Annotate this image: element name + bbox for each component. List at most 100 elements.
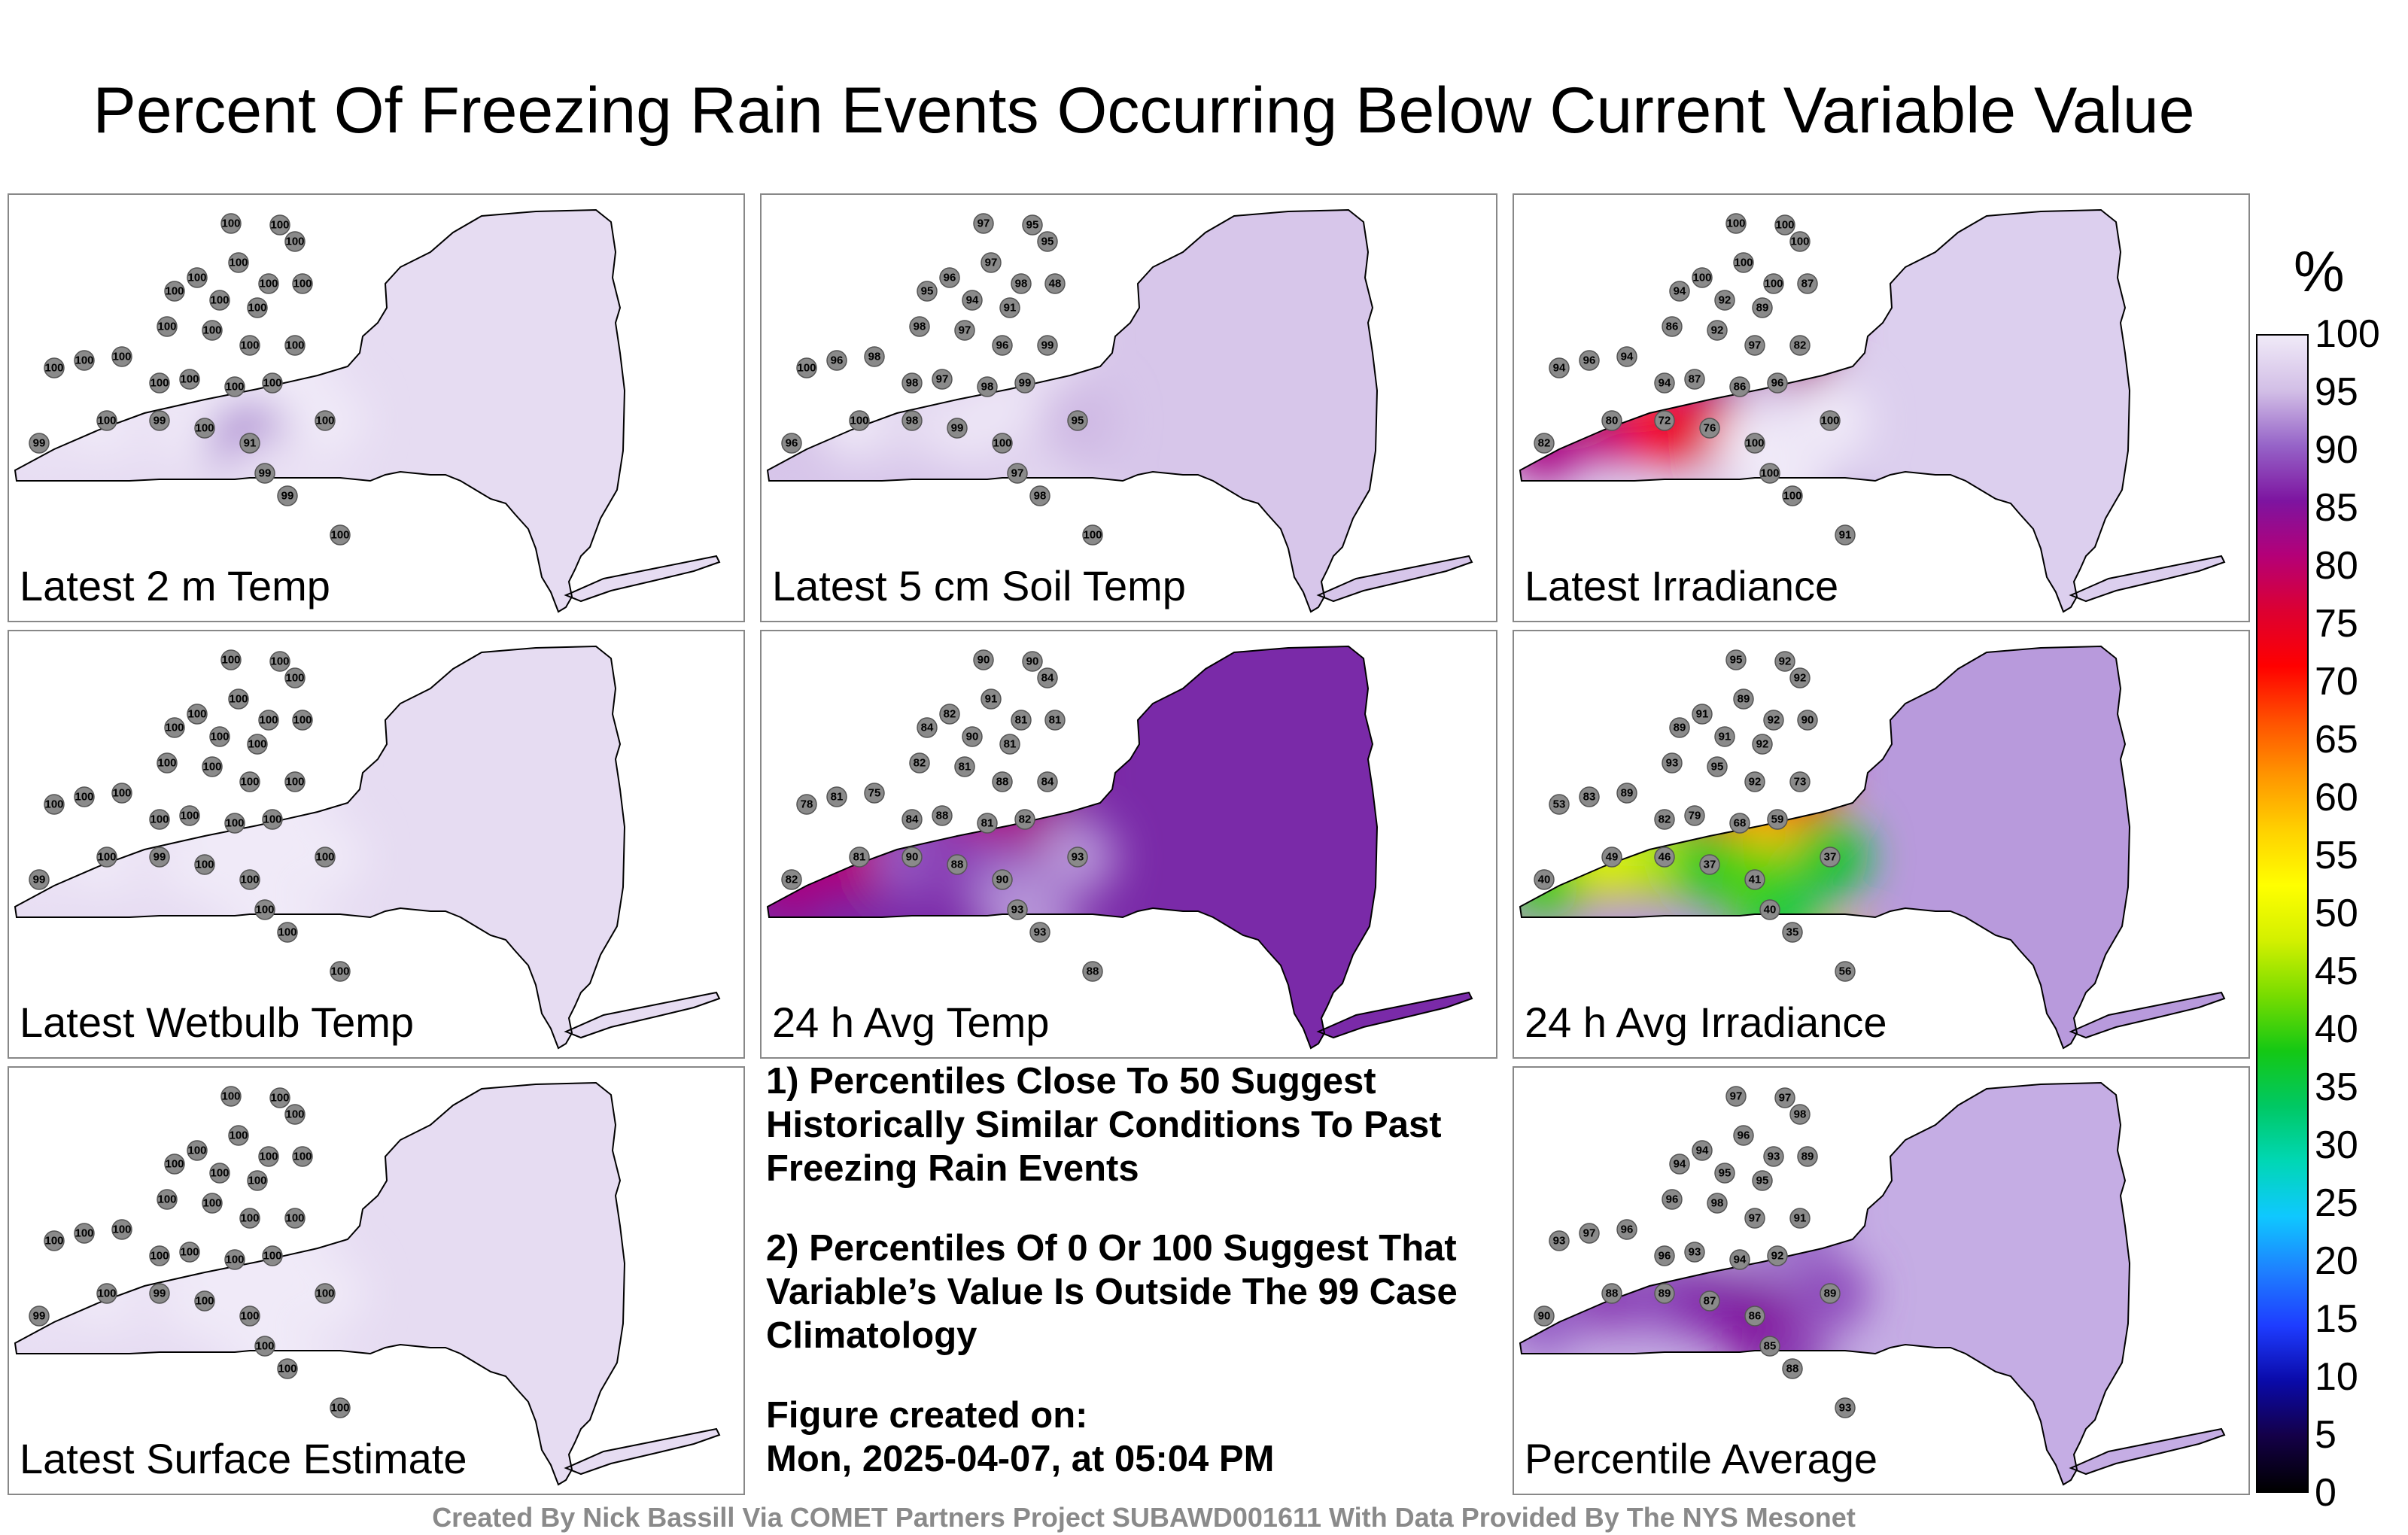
station-marker: 99 <box>277 485 298 506</box>
station-marker: 100 <box>315 847 336 868</box>
panel-average: 97 97 98 96 94 93 89 94 95 95 96 98 97 96 97 96 93 94 92 91… <box>1513 1066 2250 1495</box>
colorbar-tick-label: 65 <box>2315 718 2358 761</box>
station-value: 96 <box>1771 377 1784 390</box>
station-value: 89 <box>1801 1150 1814 1163</box>
station-marker: 88 <box>947 854 968 875</box>
station-marker: 100 <box>224 1249 245 1270</box>
station-value: 93 <box>1689 1246 1701 1259</box>
station-marker: 90 <box>992 869 1013 890</box>
station-marker: 92 <box>1744 771 1765 792</box>
station-marker: 91 <box>1789 1208 1811 1229</box>
station-marker: 100 <box>1082 524 1103 546</box>
nys-map: 100 100 100 100 100 100 100 100 100 100 100 100 100 1… <box>14 208 721 613</box>
station-marker: 99 <box>149 410 170 431</box>
station-value: 37 <box>1704 859 1716 871</box>
station-marker: 100 <box>228 252 249 273</box>
station-marker: 100 <box>220 213 242 234</box>
station-value: 100 <box>1745 437 1764 450</box>
state-outline <box>766 645 1379 1050</box>
station-marker: 100 <box>258 710 279 731</box>
station-value: 53 <box>1553 798 1566 811</box>
station-value: 48 <box>1049 278 1062 290</box>
station-marker: 90 <box>962 726 983 747</box>
station-value: 89 <box>1621 787 1634 800</box>
station-value: 100 <box>285 236 304 248</box>
long-island-outline <box>2069 555 2226 603</box>
station-value: 96 <box>1659 1250 1671 1263</box>
station-value: 100 <box>293 714 312 727</box>
station-value: 99 <box>951 422 964 435</box>
station-marker: 100 <box>292 1146 313 1167</box>
station-value: 100 <box>293 1150 312 1163</box>
colorbar-tick-label: 35 <box>2315 1065 2358 1109</box>
station-marker: 92 <box>1789 667 1811 688</box>
map-fill <box>1520 1083 2224 1485</box>
panel-label: Latest Irradiance <box>1525 562 1839 609</box>
station-marker: 88 <box>1601 1283 1622 1304</box>
station-marker: 100 <box>224 813 245 834</box>
station-value: 90 <box>996 874 1009 886</box>
station-marker: 100 <box>1820 410 1841 431</box>
station-value: 88 <box>1786 1363 1799 1375</box>
station-value: 94 <box>1674 285 1686 298</box>
station-marker: 87 <box>1684 369 1705 390</box>
station-value: 100 <box>112 351 131 363</box>
station-marker: 100 <box>247 734 268 755</box>
station-value: 96 <box>1583 354 1596 367</box>
station-marker: 100 <box>330 1397 351 1418</box>
station-marker: 91 <box>239 433 260 454</box>
station-marker: 89 <box>1752 297 1773 318</box>
station-marker: 40 <box>1534 869 1555 890</box>
station-marker: 97 <box>954 320 975 341</box>
station-marker: 91 <box>1835 524 1856 546</box>
station-value: 100 <box>180 373 199 386</box>
station-marker: 100 <box>194 1290 215 1312</box>
station-marker: 94 <box>962 290 983 311</box>
station-marker: 91 <box>981 688 1002 710</box>
station-marker: 56 <box>1835 961 1856 982</box>
station-marker: 98 <box>909 316 930 337</box>
station-value: 96 <box>996 339 1009 352</box>
panel-label: Percentile Average <box>1525 1435 1878 1482</box>
note-2: 2) Percentiles Of 0 Or 100 Suggest That … <box>766 1228 1458 1356</box>
colorbar-tick-label: 60 <box>2315 776 2358 819</box>
station-marker: 84 <box>901 809 923 830</box>
station-marker: 100 <box>157 316 178 337</box>
station-value: 100 <box>97 415 116 427</box>
panel-label: 24 h Avg Temp <box>772 999 1050 1046</box>
station-marker: 87 <box>1797 273 1818 294</box>
station-value: 100 <box>993 437 1011 450</box>
station-value: 97 <box>1583 1227 1596 1240</box>
nys-map: 100 100 100 100 100 100 87 94 92 89 86 92 97 94 96 94 87… <box>1519 208 2226 613</box>
station-marker: 98 <box>901 372 923 394</box>
station-value: 59 <box>1771 813 1784 826</box>
station-marker: 95 <box>1725 649 1747 670</box>
station-value: 73 <box>1794 776 1807 789</box>
station-marker: 46 <box>1654 847 1675 868</box>
station-marker: 94 <box>1616 346 1637 367</box>
station-marker: 100 <box>284 1104 306 1125</box>
station-value: 92 <box>1749 776 1762 789</box>
station-marker: 100 <box>269 214 290 236</box>
station-marker: 100 <box>179 1242 200 1263</box>
state-outline <box>766 208 1379 613</box>
station-value: 100 <box>229 1129 248 1142</box>
station-value: 95 <box>1072 415 1084 427</box>
station-value: 93 <box>1666 757 1679 770</box>
station-marker: 96 <box>1654 1245 1675 1266</box>
station-value: 100 <box>157 757 176 770</box>
station-value: 100 <box>44 798 63 811</box>
station-value: 89 <box>1756 302 1769 315</box>
station-value: 100 <box>240 339 259 352</box>
station-value: 100 <box>285 1108 304 1121</box>
station-marker: 92 <box>1767 1245 1788 1266</box>
station-marker: 95 <box>1037 231 1058 252</box>
station-marker: 97 <box>1579 1223 1600 1244</box>
station-marker: 100 <box>330 961 351 982</box>
station-marker: 100 <box>187 704 208 725</box>
panel-label: Latest 5 cm Soil Temp <box>772 562 1186 609</box>
station-marker: 100 <box>111 783 132 804</box>
station-value: 99 <box>281 490 294 503</box>
station-marker: 95 <box>917 281 938 302</box>
